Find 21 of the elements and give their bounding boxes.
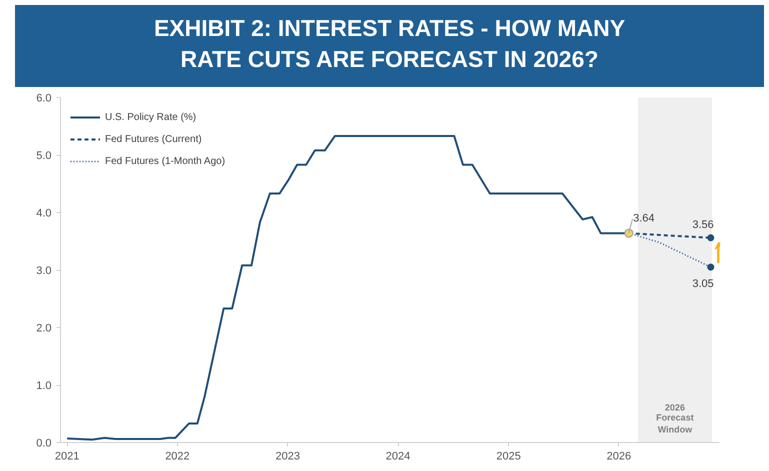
band-label: 2026 Forecast Window [656, 402, 694, 434]
legend-label: Fed Futures (Current) [105, 134, 202, 144]
legend-label: Fed Futures (1-Month Ago) [105, 156, 226, 166]
y-tick-label: 0.0 [36, 438, 52, 450]
y-tick-label: 2.0 [36, 322, 52, 334]
chart-title: EXHIBIT 2: INTEREST RATES - HOW MANY RATE CUTS ARE FORECAST IN 2026? [152, 14, 626, 74]
annotation: 3.05 [692, 278, 714, 290]
x-tick-label: 2023 [275, 450, 300, 462]
x-tick-label: 2024 [386, 450, 410, 462]
legend-label: U.S. Policy Rate (%) [105, 112, 196, 122]
x-tick-label: 2022 [165, 450, 190, 462]
x-tick-label: 2021 [54, 450, 80, 462]
y-tick-label: 5.0 [36, 150, 52, 162]
y-tick-label: 1.0 [36, 380, 52, 392]
y-tick-label: 4.0 [36, 208, 52, 220]
y-tick-label: 6.0 [36, 92, 52, 104]
annotation: 3.64 [633, 212, 655, 225]
y-tick-label: 3.0 [36, 265, 52, 277]
annotation: 3.56 [692, 218, 714, 231]
x-tick-label: 2026 [606, 450, 632, 462]
x-tick-label: 2025 [496, 450, 521, 462]
